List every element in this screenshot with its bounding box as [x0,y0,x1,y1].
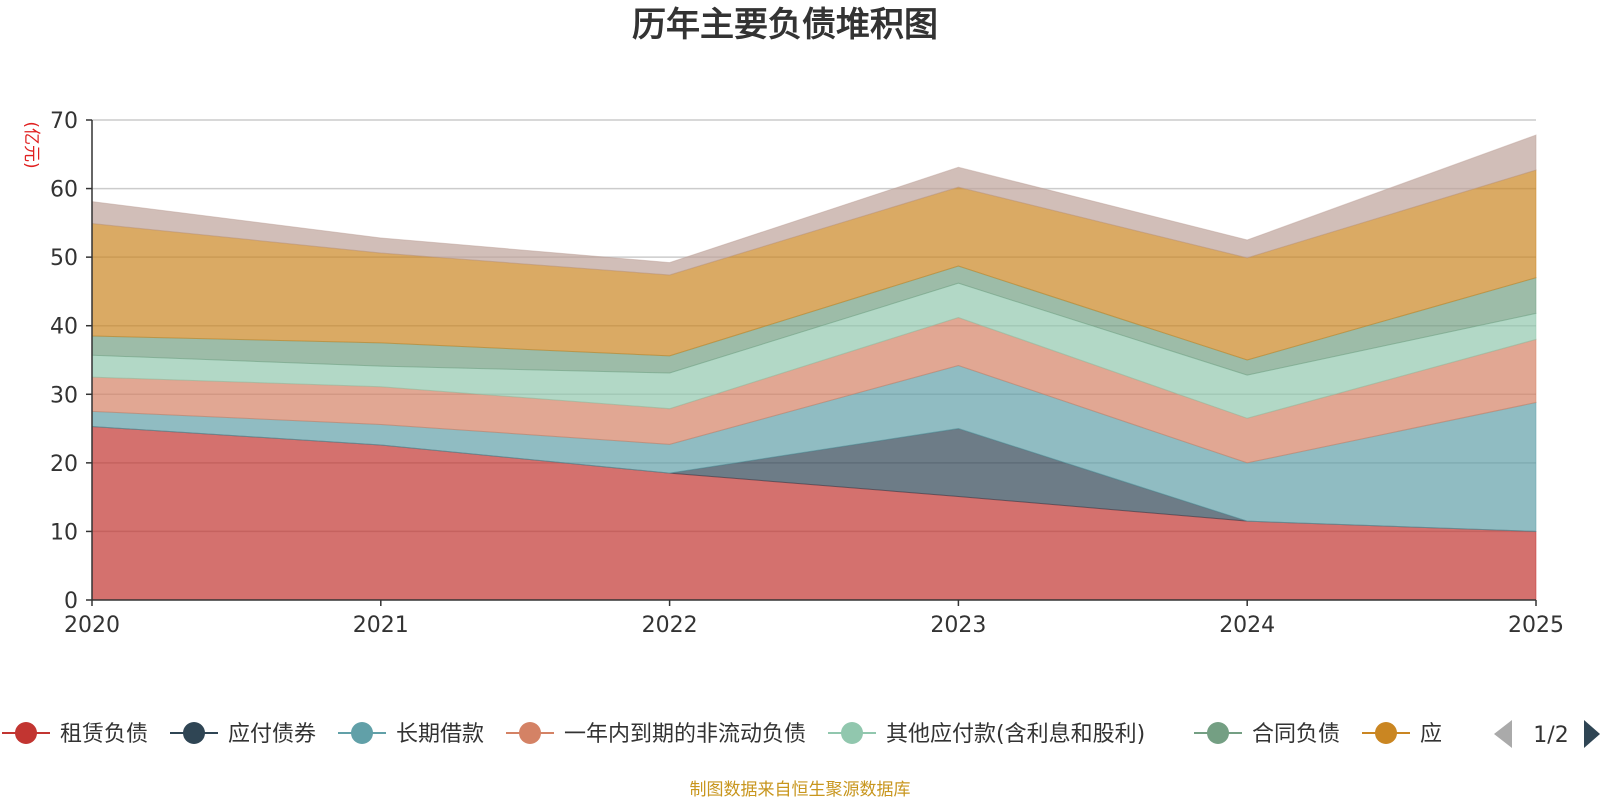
legend-label: 租赁负债 [60,722,148,747]
legend-prev-page-icon[interactable] [1494,720,1512,748]
legend-label: 合同负债 [1252,722,1340,747]
y-tick-label: 0 [64,589,78,614]
legend: 租赁负债 应付债券 长期借款 一年内到期的非流动负债 其他应付款(含利息和股利) 合同负债… [2,722,1442,747]
legend-next-page-icon[interactable] [1584,720,1600,748]
y-tick-label: 70 [50,109,78,134]
axes: 0 10 20 30 40 50 60 70 2020 2021 2022 2023 2024 2025 [50,109,1564,638]
x-tick-label: 2022 [642,613,698,638]
y-tick-label: 60 [50,178,78,203]
legend-page-indicator: 1/2 [1533,723,1568,748]
x-tick-label: 2025 [1508,613,1564,638]
legend-circle-marker [183,722,205,744]
x-tick-label: 2020 [64,613,120,638]
legend-label: 长期借款 [396,722,484,747]
legend-label: 一年内到期的非流动负债 [564,722,806,747]
legend-pager: 1/2 [1494,720,1600,748]
area-series-8[interactable] [91,134,1537,276]
legend-item[interactable]: 应付债券 [170,722,316,747]
y-tick-label: 50 [50,246,78,271]
legend-item[interactable]: 应 [1362,722,1442,747]
legend-item[interactable]: 其他应付款(含利息和股利) [828,722,1145,747]
legend-label: 应付债券 [228,722,316,747]
y-tick-label: 40 [50,315,78,340]
legend-label: 其他应付款(含利息和股利) [886,722,1145,747]
chart-title: 历年主要负债堆积图 [632,5,938,45]
legend-circle-marker [1207,722,1229,744]
data-source-note: 制图数据来自恒生聚源数据库 [690,780,911,800]
y-tick-label: 20 [50,452,78,477]
legend-circle-marker [519,722,541,744]
x-tick-label: 2023 [930,613,986,638]
x-tick-label: 2021 [353,613,409,638]
legend-circle-marker [841,722,863,744]
legend-item[interactable]: 一年内到期的非流动负债 [506,722,806,747]
y-tick-label: 30 [50,383,78,408]
legend-label: 应 [1420,722,1442,747]
legend-item[interactable]: 长期借款 [338,722,484,747]
legend-item[interactable]: 合同负债 [1194,722,1340,747]
legend-item[interactable]: 租赁负债 [2,722,148,747]
legend-circle-marker [15,722,37,744]
x-tick-label: 2024 [1219,613,1275,638]
y-tick-label: 10 [50,520,78,545]
legend-circle-marker [351,722,373,744]
legend-circle-marker [1375,722,1397,744]
area-series-group [91,134,1537,601]
y-axis-unit-label: (亿元) [21,121,41,168]
